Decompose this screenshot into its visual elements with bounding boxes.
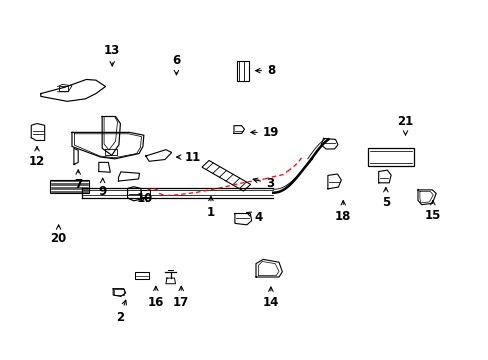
Text: 15: 15 — [424, 201, 440, 222]
Bar — [141, 190, 149, 197]
Text: 14: 14 — [262, 287, 279, 310]
Text: 6: 6 — [172, 54, 180, 75]
Text: 10: 10 — [137, 192, 153, 205]
Bar — [237, 62, 249, 81]
Text: 11: 11 — [176, 150, 201, 163]
Bar — [135, 272, 149, 279]
Text: 9: 9 — [98, 178, 106, 198]
Bar — [367, 148, 413, 166]
Bar — [114, 289, 123, 295]
Text: 1: 1 — [206, 196, 215, 220]
Text: 5: 5 — [381, 188, 389, 209]
Text: 19: 19 — [250, 126, 279, 139]
Polygon shape — [165, 278, 175, 284]
Text: 2: 2 — [116, 300, 126, 324]
Polygon shape — [202, 161, 250, 191]
Text: 18: 18 — [334, 201, 351, 223]
Bar — [50, 180, 89, 193]
Text: 7: 7 — [74, 170, 82, 191]
Text: 20: 20 — [50, 225, 66, 245]
Bar — [59, 86, 68, 91]
Text: 12: 12 — [29, 147, 45, 168]
Text: 8: 8 — [255, 64, 275, 77]
Text: 13: 13 — [104, 44, 120, 66]
Text: 4: 4 — [246, 211, 262, 224]
Text: 16: 16 — [147, 286, 163, 309]
Text: 3: 3 — [253, 177, 274, 190]
Text: 17: 17 — [173, 286, 189, 309]
Text: 21: 21 — [397, 115, 413, 135]
